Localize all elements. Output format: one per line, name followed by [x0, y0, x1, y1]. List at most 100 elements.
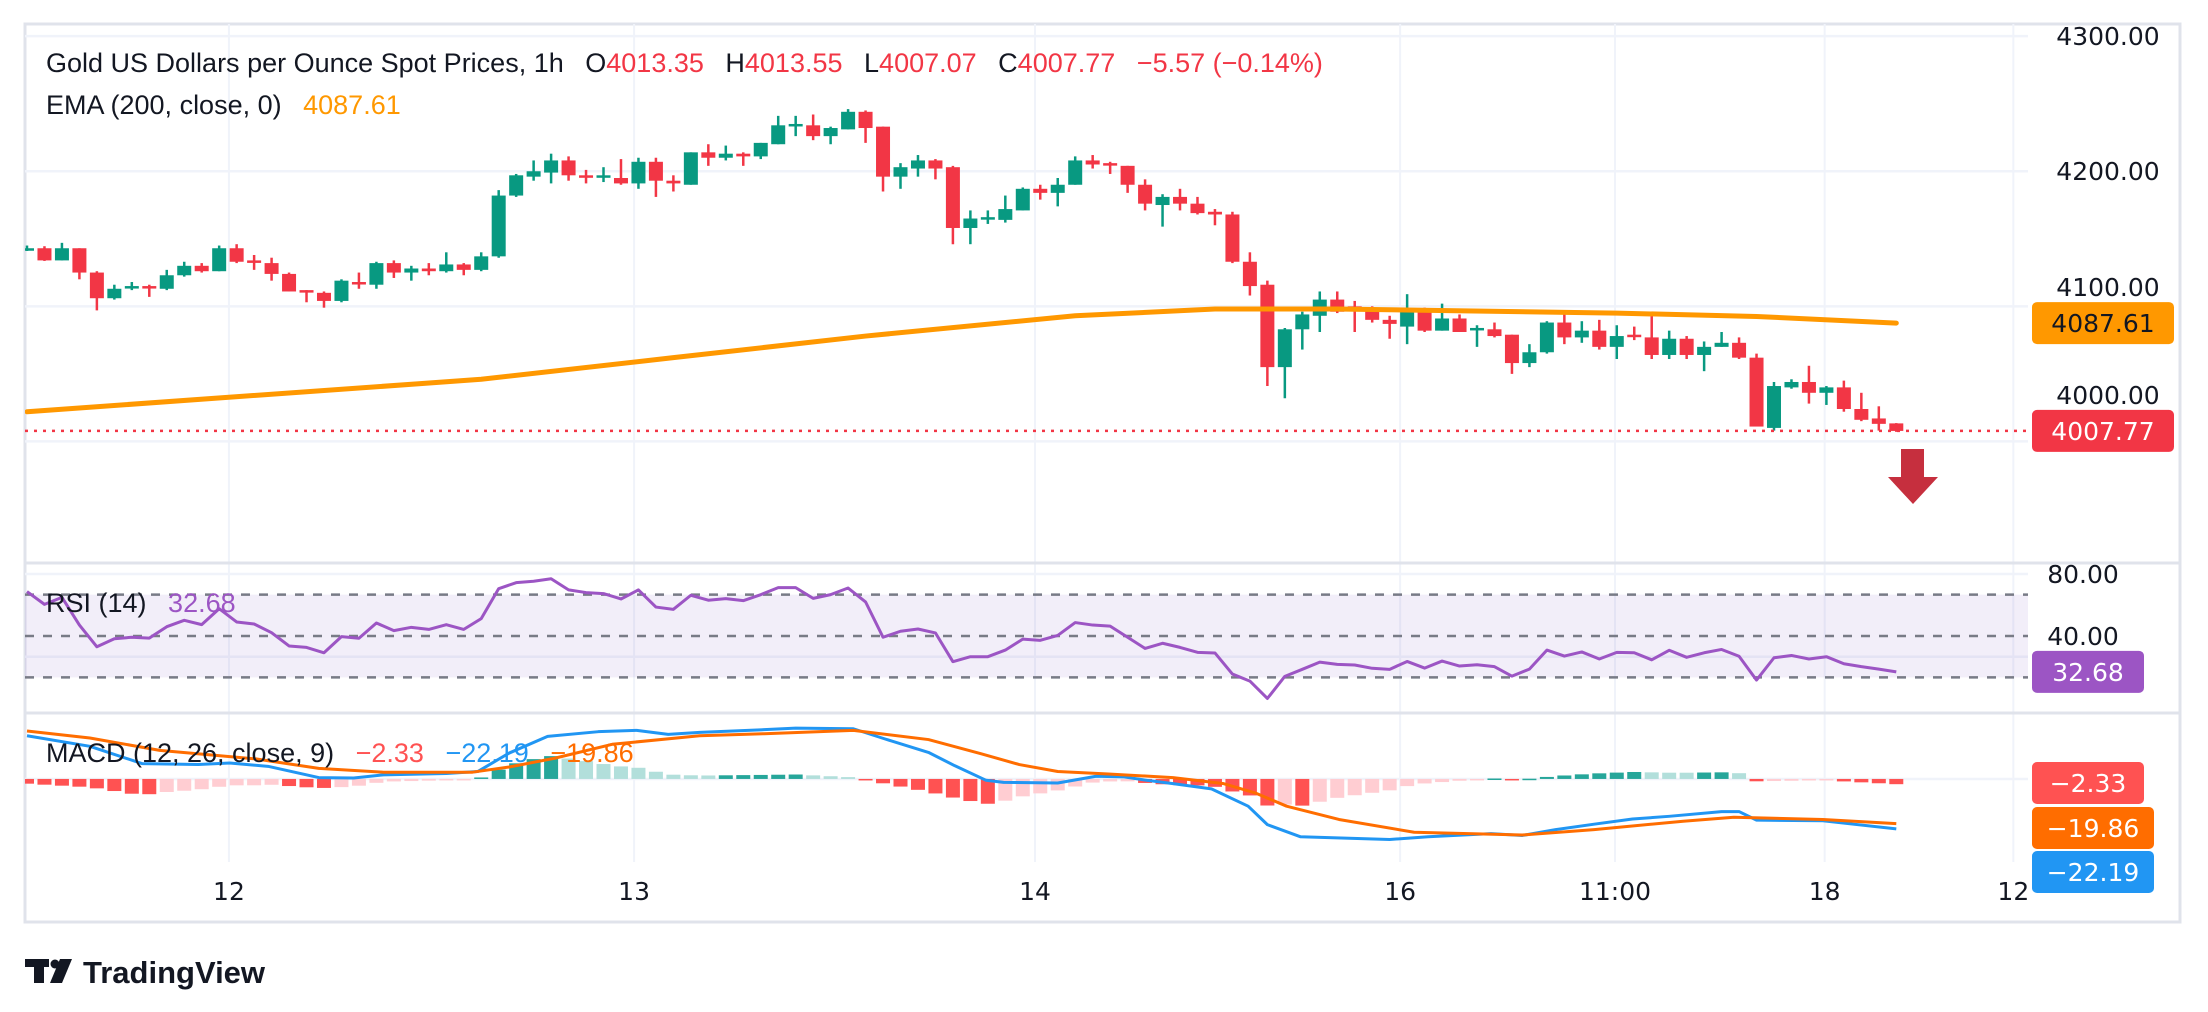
candle-body	[876, 126, 891, 177]
candle-body	[1557, 322, 1572, 338]
candle-body	[1207, 211, 1222, 215]
macd-histogram-bar	[264, 778, 279, 785]
candle	[159, 269, 174, 291]
candle-body	[718, 153, 733, 158]
candle-body	[54, 248, 69, 261]
candle-body	[823, 128, 838, 137]
macd-histogram-bar	[771, 774, 786, 779]
candle	[1767, 381, 1781, 431]
rsi-value-badge: 32.68	[2032, 650, 2144, 693]
macd-histogram-bar	[823, 776, 838, 779]
macd-histogram-bar	[1347, 778, 1362, 796]
macd-histogram-bar	[107, 778, 122, 792]
time-axis-label: 13	[618, 877, 650, 906]
macd-histogram-bar	[54, 778, 69, 786]
ema-legend[interactable]: EMA (200, close, 0) 4087.61	[46, 89, 401, 121]
symbol-legend[interactable]: Gold US Dollars per Ounce Spot Prices, 1…	[46, 47, 1323, 79]
candle	[299, 290, 314, 303]
macd-histogram-bar	[1644, 772, 1659, 779]
macd-histogram-bar	[299, 778, 314, 788]
macd-histogram-bar	[648, 771, 663, 779]
candle-body	[1539, 322, 1554, 353]
candle-body	[1138, 184, 1153, 204]
candle	[404, 265, 419, 281]
low-label: L	[864, 48, 880, 78]
candle-body	[1068, 160, 1083, 185]
macd-legend[interactable]: MACD (12, 26, close, 9) −2.33 −22.19 −19…	[46, 737, 634, 769]
candle	[474, 252, 489, 272]
macd-histogram-bar	[596, 764, 611, 779]
symbol-title: Gold US Dollars per Ounce Spot Prices, 1…	[46, 48, 564, 78]
candle	[1749, 353, 1764, 427]
candle	[229, 244, 244, 264]
candle	[1644, 315, 1659, 360]
candle-body	[1452, 318, 1467, 332]
candle-body	[736, 153, 751, 157]
ema-price-badge-label: 4087.61	[2051, 309, 2154, 338]
candle	[1068, 156, 1083, 185]
high-label: H	[725, 48, 745, 78]
macd-histogram-bar	[928, 778, 943, 794]
price-axis-label: 4000.00	[2056, 381, 2159, 410]
chart-frame	[23, 22, 2182, 924]
candle-body	[386, 263, 401, 273]
price-axis-label: 4300.00	[2056, 22, 2159, 51]
candle-body	[72, 248, 87, 273]
macd-histogram-bar	[1609, 772, 1624, 779]
candle	[823, 126, 838, 145]
candle-body	[1225, 214, 1240, 262]
candle	[1854, 392, 1869, 422]
macd-histogram-bar	[229, 778, 244, 786]
candle	[1190, 196, 1205, 215]
candle	[1085, 155, 1100, 169]
candle	[963, 210, 978, 245]
candle	[980, 210, 995, 224]
candle-body	[89, 272, 104, 299]
candle-body	[1365, 309, 1380, 320]
candle-body	[316, 292, 331, 301]
candle-body	[579, 175, 594, 178]
candle-body	[1627, 334, 1642, 338]
candle	[124, 282, 139, 291]
time-axis-label: 18	[1809, 877, 1841, 906]
candle-body	[771, 125, 786, 145]
candle-body	[247, 260, 262, 263]
candle-body	[963, 218, 978, 228]
candle	[491, 190, 506, 258]
time-axis-label: 12	[1997, 877, 2029, 906]
macd-histogram-bar	[124, 778, 139, 794]
candle	[1609, 325, 1624, 360]
candle	[351, 272, 366, 289]
macd-histogram-bar	[579, 761, 594, 779]
macd-histogram-bar	[1400, 778, 1415, 787]
candle-body	[1749, 357, 1764, 427]
macd-histogram-bar	[788, 774, 803, 779]
candle-body	[1033, 188, 1048, 193]
rsi-legend[interactable]: RSI (14) 32.68	[46, 587, 236, 619]
macd-histogram-bar	[1749, 778, 1764, 782]
ema-200-line	[25, 306, 1899, 415]
candle	[858, 110, 873, 143]
candle-body	[1801, 381, 1816, 393]
macd-histogram-bar	[561, 758, 576, 779]
candle-body	[37, 248, 52, 261]
macd-histogram-bar	[25, 778, 34, 784]
macd-histogram-bar	[666, 774, 681, 779]
macd-histogram-bar	[1574, 774, 1589, 779]
candle	[753, 142, 768, 160]
macd-histogram-bar	[613, 766, 628, 779]
candle-body	[561, 160, 576, 176]
macd-signal-value: −19.86	[550, 738, 634, 768]
candle-body	[1854, 409, 1869, 420]
macd-histogram-bar	[1784, 778, 1799, 781]
close-label: C	[998, 48, 1018, 78]
candle	[1120, 165, 1135, 193]
candle	[1627, 326, 1642, 341]
candle-body	[1522, 352, 1537, 364]
macd-signal-badge-label: −19.86	[2047, 814, 2140, 843]
candle	[1836, 380, 1851, 412]
axes: 4300.00 4200.00 4100.00 4000.00 80.00 40.00 12…	[213, 22, 2160, 906]
candle-body	[194, 265, 209, 272]
rsi-band-fill	[25, 594, 2028, 678]
